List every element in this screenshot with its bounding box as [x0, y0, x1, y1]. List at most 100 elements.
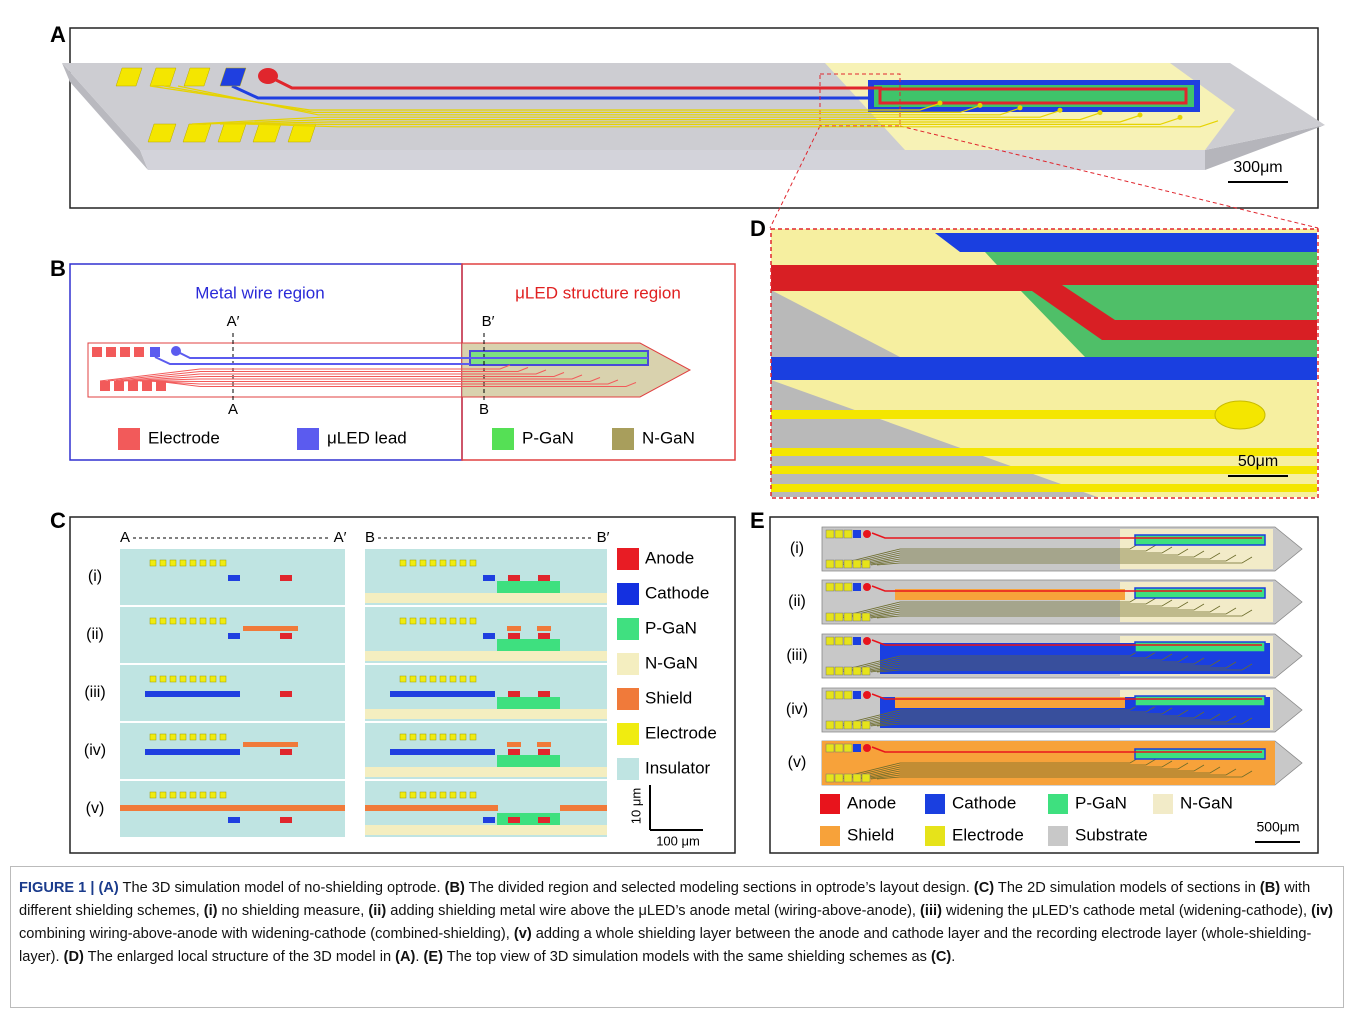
legend-label: P-GaN [645, 618, 697, 637]
caption-text: The enlarged local structure of the 3D m… [84, 949, 395, 965]
electrode-pad [826, 637, 834, 645]
section-label: A′ [334, 529, 347, 546]
electrode [220, 618, 226, 624]
legend-label: P-GaN [1075, 793, 1127, 812]
electrode-pad [826, 667, 834, 675]
electrode-pad [826, 583, 834, 591]
caption-bold: (iii) [920, 903, 942, 919]
electrode-pad [862, 560, 870, 568]
electrode-pad [853, 721, 861, 729]
electrode-site [1138, 113, 1143, 118]
legend-label: Electrode [148, 428, 220, 447]
electrode [180, 676, 186, 682]
anode [508, 633, 520, 639]
caption-bold: (A) [395, 949, 415, 965]
anode [538, 817, 550, 823]
caption-bold: (v) [514, 926, 532, 942]
row-label: (iv) [84, 742, 106, 759]
electrode-pad [826, 560, 834, 568]
electrode-pad [92, 347, 102, 357]
panel-label: C [50, 508, 66, 533]
electrode-pad [844, 530, 852, 538]
cathode [935, 233, 1318, 252]
electrode [420, 792, 426, 798]
electrode [400, 792, 406, 798]
caption-bold: (ii) [368, 903, 386, 919]
anode-pad [863, 637, 871, 645]
electrode [220, 792, 226, 798]
electrode [170, 734, 176, 740]
electrode-pad [134, 347, 144, 357]
electrode [220, 676, 226, 682]
legend-label: Electrode [645, 723, 717, 742]
electrode [180, 734, 186, 740]
electrode [430, 734, 436, 740]
front-face [140, 150, 1205, 170]
legend-swatch [617, 653, 639, 675]
electrode-site [978, 103, 983, 108]
electrode [210, 734, 216, 740]
electrode [410, 734, 416, 740]
caption-bold: (i) [204, 903, 218, 919]
cathode [145, 691, 240, 697]
panel-label: B [50, 256, 66, 281]
electrode [420, 618, 426, 624]
cathode [228, 633, 240, 639]
figure-caption: FIGURE 1 | (A) The 3D simulation model o… [10, 866, 1344, 1008]
legend-swatch [1153, 794, 1173, 814]
electrode-pad [835, 721, 843, 729]
row-label: (v) [86, 800, 105, 817]
scale-label: 500μm [1256, 819, 1299, 835]
electrode [160, 618, 166, 624]
electrode-pad [844, 667, 852, 675]
electrode [180, 618, 186, 624]
electrode-pad [835, 560, 843, 568]
scale-label: 100 μm [656, 833, 700, 848]
caption-text: The divided region and selected modeling… [465, 880, 974, 896]
electrode [450, 734, 456, 740]
legend-label: Cathode [645, 583, 709, 602]
anode-pad [863, 583, 871, 591]
electrode [400, 676, 406, 682]
electrode [430, 792, 436, 798]
electrode [150, 618, 156, 624]
legend-swatch [492, 428, 514, 450]
section-label: B′ [597, 529, 610, 546]
electrode [440, 792, 446, 798]
legend-label: N-GaN [645, 653, 698, 672]
electrode [450, 618, 456, 624]
legend-swatch [617, 723, 639, 745]
electrode [430, 560, 436, 566]
cathode [771, 357, 1318, 380]
anode-pad [863, 530, 871, 538]
legend-swatch [118, 428, 140, 450]
caption-text: combining wiring-above-anode with wideni… [19, 926, 514, 942]
electrode [160, 676, 166, 682]
electrode [190, 676, 196, 682]
panel-label: D [750, 216, 766, 241]
ngan [365, 651, 607, 661]
electrode-pad [862, 613, 870, 621]
cathode [145, 749, 240, 755]
row-label: (iii) [786, 647, 807, 664]
electrode-site [1215, 401, 1265, 429]
electrode [160, 792, 166, 798]
electrode-pad [835, 530, 843, 538]
shield [560, 805, 607, 811]
electrode-pad [826, 530, 834, 538]
electrode-site [1018, 105, 1023, 110]
pgan [1135, 642, 1265, 652]
caption-text: The 3D simulation model of no-shielding … [119, 880, 445, 896]
electrode-pad [835, 583, 843, 591]
shield [243, 626, 298, 631]
electrode [150, 734, 156, 740]
legend-swatch [820, 794, 840, 814]
legend-label: Insulator [645, 758, 711, 777]
ngan [365, 825, 607, 835]
electrode [460, 734, 466, 740]
anode [538, 633, 550, 639]
pgan [497, 639, 560, 651]
electrode-pad [826, 613, 834, 621]
legend-swatch [617, 758, 639, 780]
cathode [228, 817, 240, 823]
